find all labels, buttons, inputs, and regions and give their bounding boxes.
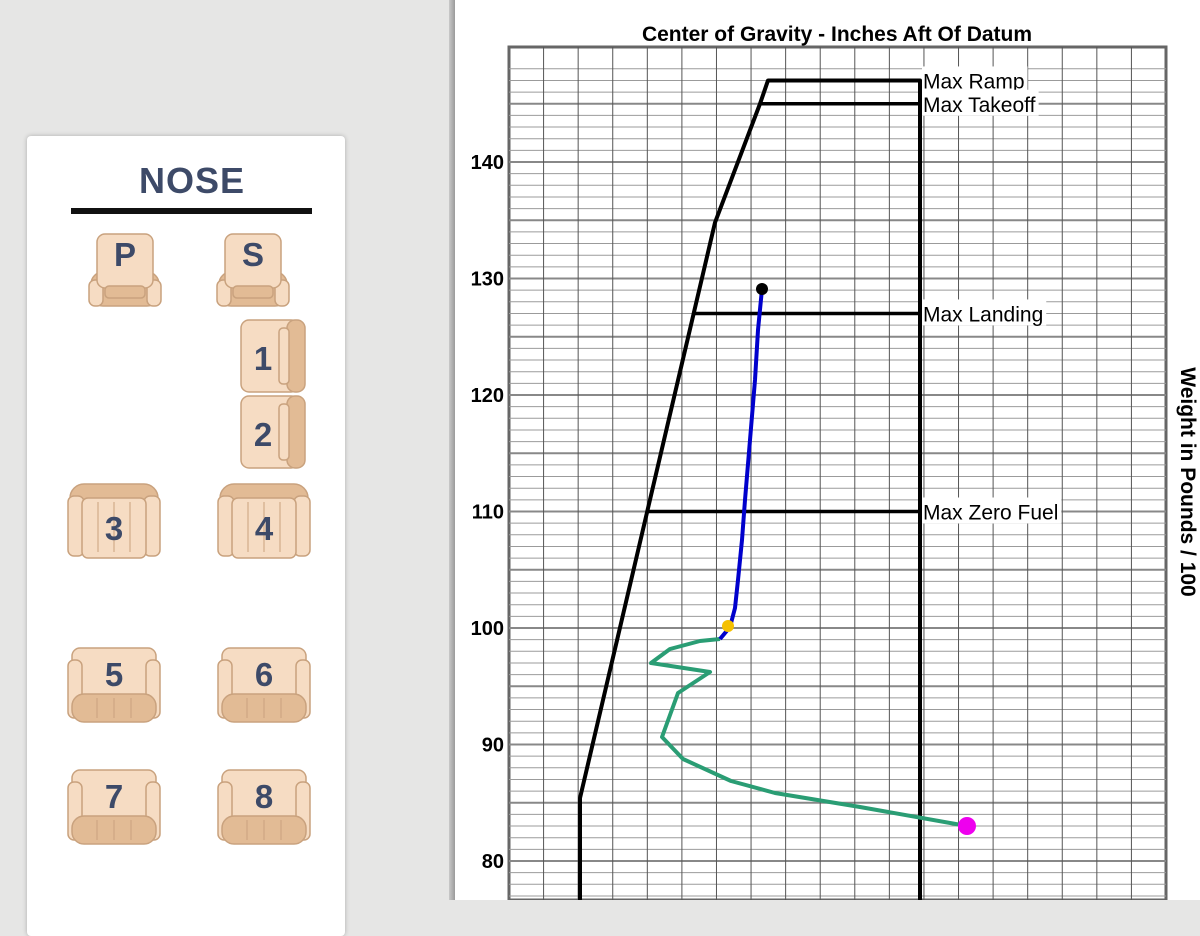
seat-icon <box>217 483 311 559</box>
limit-label: Max Takeoff <box>923 94 1036 117</box>
seat-icon <box>67 483 161 559</box>
cg-chart-area: Center of Gravity - Inches Aft Of Datum 8… <box>455 0 1200 900</box>
seat-1[interactable]: 1 <box>237 318 309 394</box>
start-weight-point <box>958 817 976 835</box>
panel-divider[interactable] <box>449 0 455 900</box>
fuel-burn-line <box>718 288 764 641</box>
limit-label-bg <box>922 299 1047 326</box>
seat-icon <box>217 769 311 845</box>
y-tick-label: 110 <box>472 502 504 524</box>
y-axis-label: Weight in Pounds / 100 <box>1176 367 1199 596</box>
cg-chart: Center of Gravity - Inches Aft Of Datum 8… <box>471 23 1199 900</box>
limit-label: Max Landing <box>923 303 1043 326</box>
seat-5[interactable]: 5 <box>66 644 162 728</box>
chart-grid <box>507 45 1168 900</box>
nose-label: NOSE <box>138 160 246 201</box>
y-tick-label: 120 <box>471 385 504 407</box>
limit-label-bg <box>922 497 1062 524</box>
chart-title: Center of Gravity - Inches Aft Of Datum <box>642 23 1032 46</box>
seat-icon <box>67 769 161 845</box>
y-tick-label: 140 <box>471 152 504 174</box>
limit-label: Max Ramp <box>923 70 1025 93</box>
chart-labels: Center of Gravity - Inches Aft Of Datum 8… <box>471 23 1199 873</box>
cg-envelope <box>578 78 922 900</box>
loading-line <box>649 637 968 828</box>
y-tick-label: 90 <box>482 735 504 757</box>
seat-icon <box>240 395 306 469</box>
seat-7[interactable]: 7 <box>66 766 162 850</box>
seat-2[interactable]: 2 <box>237 394 309 470</box>
ramp-weight-point <box>756 283 768 295</box>
seat-p[interactable]: P <box>85 228 165 310</box>
y-tick-label: 80 <box>482 851 504 873</box>
nose-divider <box>71 208 312 214</box>
seat-s[interactable]: S <box>213 228 293 310</box>
seat-icon <box>67 647 161 723</box>
y-tick-label: 130 <box>471 269 504 291</box>
y-tick-label: 100 <box>471 618 504 640</box>
limit-label: Max Zero Fuel <box>923 502 1058 525</box>
cg-lines <box>649 283 976 835</box>
zero-fuel-point <box>722 620 734 632</box>
seat-icon <box>88 233 162 307</box>
limit-label-bg <box>922 66 1028 93</box>
limit-label-bg <box>922 89 1039 116</box>
seat-icon <box>216 233 290 307</box>
seat-4[interactable]: 4 <box>216 476 312 560</box>
seat-8[interactable]: 8 <box>216 766 312 850</box>
seat-icon <box>240 319 306 393</box>
seat-icon <box>217 647 311 723</box>
seat-6[interactable]: 6 <box>216 644 312 728</box>
plot-frame <box>507 45 1168 900</box>
seat-3[interactable]: 3 <box>66 476 162 560</box>
